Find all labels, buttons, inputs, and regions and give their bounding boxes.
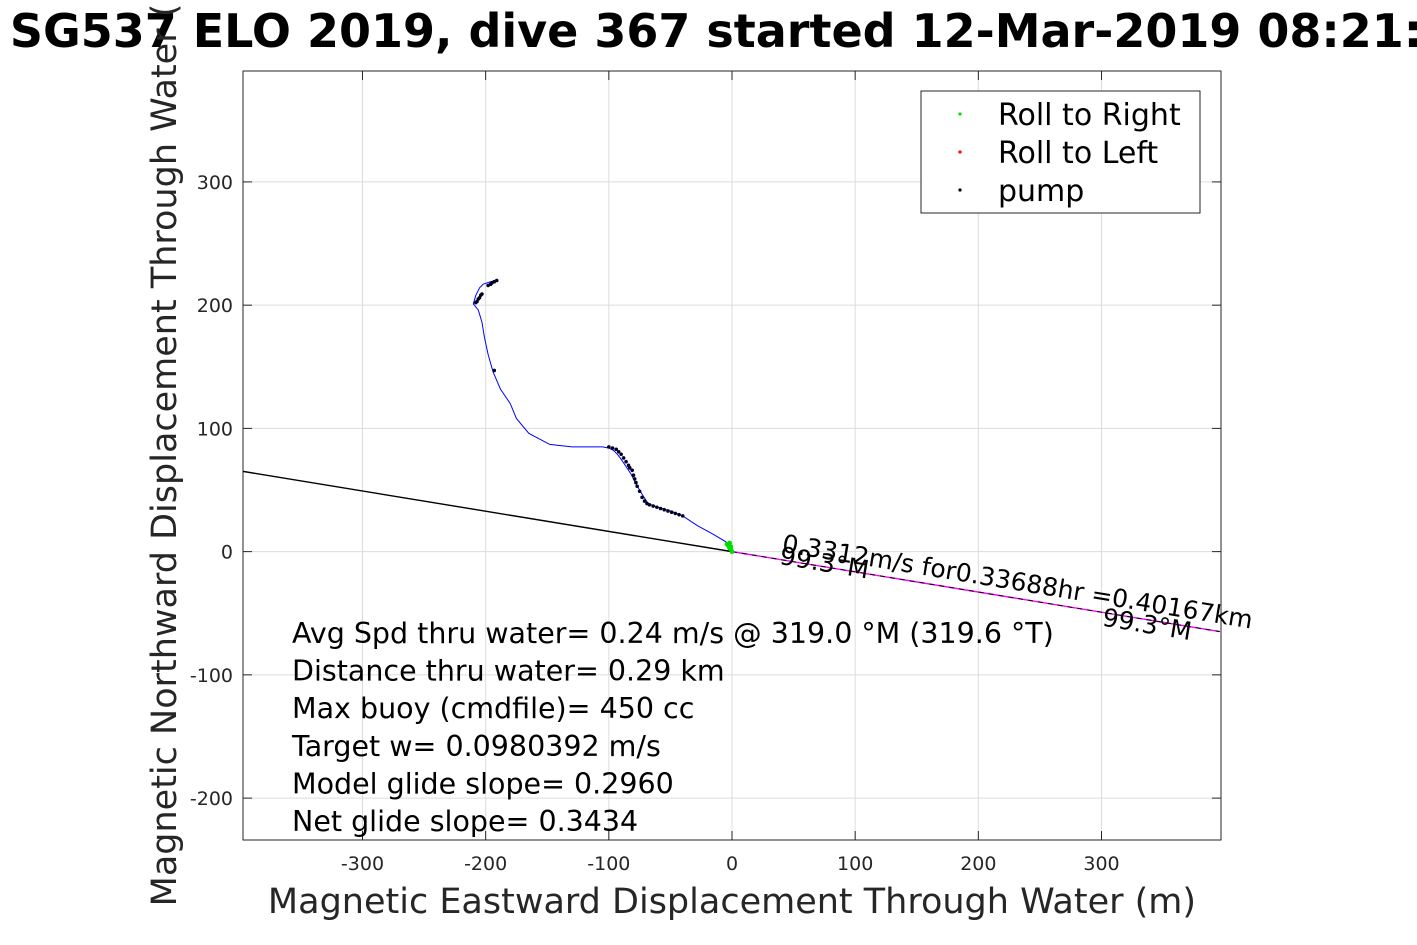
pump-point bbox=[621, 456, 626, 460]
pump-point bbox=[662, 507, 667, 512]
glider-track-line bbox=[472, 280, 733, 552]
pump-point bbox=[480, 292, 484, 296]
stat-line: Net glide slope= 0.3434 bbox=[292, 805, 638, 838]
pump-point bbox=[634, 480, 638, 485]
chart-title: SG537 ELO 2019, dive 367 started 12-Mar-… bbox=[10, 4, 1417, 58]
pump-point bbox=[637, 489, 642, 494]
pump-point bbox=[666, 509, 670, 513]
heading-line bbox=[243, 470, 733, 553]
stat-line: Distance thru water= 0.29 km bbox=[292, 655, 725, 688]
pump-point bbox=[680, 514, 685, 518]
current-direction-line bbox=[731, 551, 1220, 633]
x-axis-label: Magnetic Eastward Displacement Through W… bbox=[268, 882, 1196, 922]
pump-point bbox=[494, 278, 499, 283]
pump-point bbox=[614, 447, 619, 452]
legend-box bbox=[920, 90, 1201, 214]
data-series bbox=[243, 278, 1220, 633]
pump-point bbox=[492, 368, 497, 373]
x-tick-label: 0 bbox=[726, 853, 738, 875]
x-tick-label: -200 bbox=[464, 853, 507, 875]
legend-label: Roll to Right bbox=[998, 98, 1181, 133]
pump-point bbox=[624, 459, 628, 464]
legend-marker bbox=[958, 150, 962, 154]
pump-point bbox=[669, 510, 674, 514]
pump-point bbox=[677, 512, 681, 517]
stat-line: Avg Spd thru water= 0.24 m/s @ 319.0 °M … bbox=[292, 617, 1054, 650]
pump-point bbox=[616, 450, 621, 454]
pump-point bbox=[655, 505, 659, 510]
legend-label: Roll to Left bbox=[998, 136, 1158, 171]
pump-point bbox=[631, 473, 636, 478]
pump-point bbox=[607, 445, 611, 449]
y-tick-label: 100 bbox=[197, 418, 233, 440]
pump-point bbox=[619, 452, 623, 457]
pump-point bbox=[658, 506, 663, 511]
pump-point bbox=[640, 495, 644, 500]
y-axis-label: Magnetic Northward Displacement Through … bbox=[145, 4, 185, 907]
pump-point bbox=[610, 446, 615, 450]
y-tick-label: 200 bbox=[197, 295, 233, 317]
pump-point bbox=[627, 466, 632, 470]
pump-point bbox=[673, 511, 678, 516]
pump-point bbox=[630, 468, 635, 473]
pump-point bbox=[632, 477, 637, 481]
x-tick-label: -100 bbox=[587, 853, 630, 875]
pump-point bbox=[642, 499, 647, 503]
x-tick-label: -300 bbox=[341, 853, 384, 875]
y-tick-label: -200 bbox=[190, 788, 233, 810]
y-tick-label: -100 bbox=[190, 665, 233, 687]
legend-marker bbox=[958, 188, 962, 192]
pump-point bbox=[651, 504, 655, 508]
y-tick-label: 0 bbox=[221, 542, 233, 564]
pump-point bbox=[635, 484, 639, 489]
stat-line: Model glide slope= 0.2960 bbox=[292, 767, 674, 800]
stat-line: Max buoy (cmdfile)= 450 cc bbox=[292, 692, 694, 725]
dive-statistics: Avg Spd thru water= 0.24 m/s @ 319.0 °M … bbox=[291, 617, 1054, 838]
x-tick-label: 200 bbox=[960, 853, 996, 875]
roll-right-point bbox=[728, 544, 734, 550]
roll-right-point bbox=[727, 540, 732, 546]
x-tick-label: 100 bbox=[837, 853, 873, 875]
stat-line: Target w= 0.0980392 m/s bbox=[291, 730, 661, 763]
y-tick-label: 300 bbox=[197, 172, 233, 194]
axis-ticks: -300 -200 -100 0 100 200 300 -200 -100 0 100 200 300 bbox=[190, 71, 1221, 875]
pump-point bbox=[647, 502, 652, 507]
x-tick-label: 300 bbox=[1083, 853, 1119, 875]
legend-label: pump bbox=[998, 174, 1084, 209]
legend-marker bbox=[958, 112, 962, 116]
